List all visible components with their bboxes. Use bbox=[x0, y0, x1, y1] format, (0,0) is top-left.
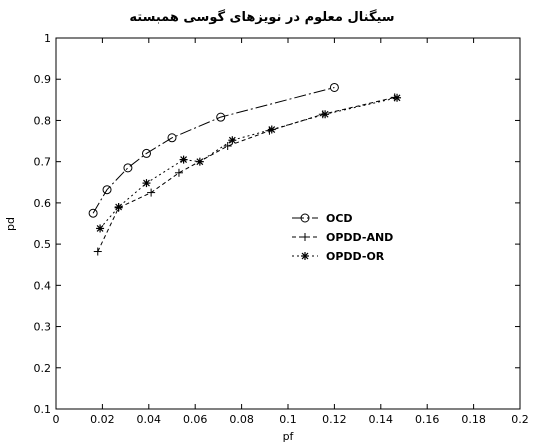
x-tick-label: 0.14 bbox=[369, 413, 394, 426]
y-tick-label: 0.4 bbox=[34, 279, 52, 292]
legend-entry: OCD bbox=[292, 212, 353, 225]
data-point bbox=[93, 247, 102, 256]
x-tick-label: 0.06 bbox=[183, 413, 208, 426]
data-point bbox=[216, 112, 226, 122]
data-point bbox=[329, 82, 339, 92]
x-tick-label: 0.02 bbox=[90, 413, 115, 426]
x-tick-label: 0.16 bbox=[415, 413, 440, 426]
data-point bbox=[88, 208, 98, 218]
data-point bbox=[114, 203, 123, 212]
y-tick-label: 0.8 bbox=[34, 114, 52, 127]
series-ocd bbox=[88, 82, 339, 218]
series-layer bbox=[88, 82, 402, 256]
x-tick-label: 0.12 bbox=[322, 413, 347, 426]
y-tick-label: 0.9 bbox=[34, 73, 52, 86]
data-point bbox=[174, 168, 183, 177]
data-point bbox=[96, 224, 105, 233]
y-axis-label: pd bbox=[4, 217, 17, 231]
x-tick-label: 0.04 bbox=[137, 413, 162, 426]
legend: OCD OPDD-AND OPDD-OR bbox=[292, 212, 393, 263]
data-point bbox=[300, 213, 310, 223]
data-point bbox=[179, 155, 188, 164]
y-tick-label: 0.2 bbox=[34, 362, 52, 375]
legend-entry: OPDD-OR bbox=[292, 250, 385, 263]
legend-label: OPDD-OR bbox=[326, 250, 385, 263]
y-tick-label: 0.1 bbox=[34, 403, 52, 416]
series-opdd-or bbox=[96, 93, 402, 233]
x-tick-label: 0.2 bbox=[511, 413, 529, 426]
axis-ticks: 0 0.02 0.04 0.06 0.08 0.1 0.12 0.14 0.16 0.18 0.2 0… bbox=[34, 32, 529, 426]
data-point bbox=[102, 185, 112, 195]
y-tick-label: 0.6 bbox=[34, 197, 52, 210]
data-point bbox=[223, 142, 232, 151]
data-point bbox=[141, 148, 151, 158]
data-point bbox=[393, 93, 402, 102]
x-tick-label: 0.08 bbox=[229, 413, 254, 426]
legend-label: OCD bbox=[326, 212, 353, 225]
plot-area bbox=[55, 37, 521, 410]
series-line bbox=[92, 87, 335, 214]
legend-label: OPDD-AND bbox=[326, 231, 393, 244]
data-point bbox=[142, 179, 151, 188]
chart-title: سیگنال معلوم در نویزهای گوسی همبسته bbox=[129, 9, 394, 25]
x-tick-label: 0 bbox=[53, 413, 60, 426]
data-point bbox=[301, 252, 309, 260]
x-axis-label: pf bbox=[283, 430, 295, 443]
data-point bbox=[267, 125, 276, 134]
y-tick-label: 0.5 bbox=[34, 238, 52, 251]
y-tick-label: 0.3 bbox=[34, 321, 52, 334]
x-tick-label: 0.18 bbox=[461, 413, 486, 426]
y-tick-label: 1 bbox=[44, 32, 51, 45]
data-point bbox=[123, 163, 133, 173]
data-point bbox=[195, 157, 204, 166]
data-point bbox=[147, 188, 156, 197]
data-point bbox=[167, 133, 177, 143]
data-point bbox=[228, 136, 237, 145]
data-point bbox=[301, 233, 309, 241]
data-point bbox=[321, 110, 330, 119]
x-tick-label: 0.1 bbox=[279, 413, 297, 426]
y-tick-label: 0.7 bbox=[34, 156, 52, 169]
legend-entry: OPDD-AND bbox=[292, 231, 393, 244]
